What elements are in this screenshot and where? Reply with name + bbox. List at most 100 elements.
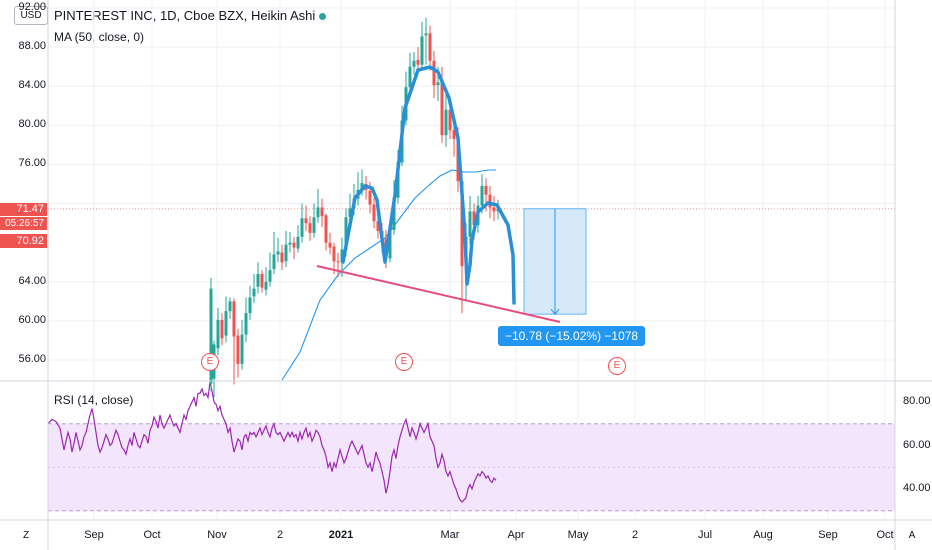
- candle-body: [444, 109, 448, 136]
- time-tick-label: Nov: [207, 529, 227, 541]
- candle-body: [216, 319, 220, 349]
- candle-body: [416, 59, 420, 65]
- candle-body: [488, 194, 492, 208]
- time-tick-label: Jul: [697, 529, 713, 541]
- candle-body: [388, 228, 392, 259]
- candle-body: [432, 60, 436, 86]
- rsi-tick-label: 80.00: [903, 395, 931, 407]
- candle-body: [392, 197, 396, 230]
- candle-body: [336, 261, 340, 263]
- time-tick-label: 2: [631, 529, 639, 541]
- candle-body: [492, 207, 496, 212]
- candle-body: [376, 221, 380, 231]
- candle-body: [272, 254, 276, 270]
- candle-body: [284, 244, 288, 262]
- price-tick-label: 60.00: [18, 313, 46, 326]
- candle-body: [372, 204, 376, 222]
- price-tick-label: 84.00: [18, 79, 46, 92]
- candle-body: [408, 66, 412, 88]
- trendline: [316, 265, 561, 323]
- last-price-tag: 71.47: [0, 203, 47, 216]
- candle-body: [344, 217, 348, 250]
- measure-label[interactable]: −10.78 (−15.02%) −1078: [498, 326, 646, 346]
- candle-body: [244, 313, 248, 335]
- candle-body: [324, 215, 328, 243]
- time-tick-label: Sep: [84, 529, 104, 541]
- candle-body: [292, 242, 296, 248]
- rsi-pane: [47, 382, 895, 512]
- time-tick-label: Oct: [143, 529, 161, 541]
- earnings-marker[interactable]: E: [395, 353, 413, 371]
- chart-title: PINTEREST INC, 1D, Cboe BZX, Heikin Ashi: [54, 8, 327, 23]
- measure-tool: [523, 208, 587, 315]
- candle-body: [328, 242, 332, 248]
- countdown-tag: 05:26:57: [0, 217, 47, 230]
- candle-body: [468, 211, 472, 237]
- measure-arrow-head: [550, 308, 560, 315]
- earnings-marker[interactable]: E: [608, 357, 626, 375]
- time-tick-label: Oct: [876, 529, 894, 541]
- candle-body: [268, 270, 272, 282]
- candle-body: [440, 82, 444, 136]
- time-tick-label: Sep: [818, 529, 838, 541]
- candle-body: [236, 335, 240, 364]
- candle-body: [228, 301, 232, 312]
- candle-body: [280, 252, 284, 263]
- candle-body: [252, 288, 256, 297]
- ma-polyline: [281, 169, 496, 381]
- price-tick-label: 92.00: [18, 1, 46, 13]
- candle-body: [484, 185, 488, 195]
- candle-body: [264, 281, 268, 290]
- candle-body: [360, 183, 364, 190]
- zoom-button[interactable]: Z: [22, 530, 30, 541]
- ma-line: [281, 169, 496, 381]
- time-tick-label: Apr: [507, 529, 525, 541]
- candle-body: [296, 236, 300, 249]
- rsi-band: [48, 423, 895, 511]
- candle-body: [248, 297, 252, 314]
- earnings-marker[interactable]: E: [201, 353, 219, 371]
- time-tick-label: Aug: [753, 529, 773, 541]
- candle-body: [332, 246, 336, 262]
- price-tick-label: 88.00: [18, 40, 46, 53]
- candle-body: [448, 109, 452, 131]
- candle-body: [340, 249, 344, 263]
- candle-body: [460, 181, 464, 267]
- candle-body: [348, 208, 352, 218]
- head-and-shoulders-pattern: [341, 65, 516, 305]
- candle-body: [412, 60, 416, 67]
- candle-body: [276, 251, 280, 255]
- candle-body: [232, 301, 236, 337]
- ma-price-tag: 70.92: [0, 234, 47, 248]
- candle-body: [288, 242, 292, 245]
- grid-lines: [48, 0, 895, 519]
- price-tick-label: 64.00: [18, 274, 46, 287]
- candle-body: [209, 288, 213, 384]
- price-tick-label: 80.00: [18, 118, 46, 131]
- price-tick-label: 56.00: [18, 353, 46, 365]
- ma-legend-label[interactable]: MA (50, close, 0): [54, 30, 145, 44]
- drawings: [316, 65, 561, 323]
- candle-body: [368, 190, 372, 205]
- candle-body: [480, 185, 484, 206]
- candle-body: [220, 319, 224, 339]
- candle-body: [300, 218, 304, 237]
- rsi-tick-label: 40.00: [903, 482, 931, 494]
- candle-body: [240, 334, 244, 364]
- auto-scale-button[interactable]: A: [908, 530, 916, 541]
- candle-body: [308, 223, 312, 233]
- time-tick-label: May: [567, 529, 589, 541]
- price-tick-label: 76.00: [18, 157, 46, 170]
- candle-body: [256, 273, 260, 287]
- time-tick-label: Mar: [440, 529, 460, 541]
- candle-body: [420, 36, 424, 65]
- market-status-dot: [319, 13, 327, 21]
- candle-body: [452, 130, 456, 140]
- time-tick-label: 2021: [328, 529, 354, 541]
- candle-body: [312, 217, 316, 233]
- candle-body: [304, 218, 308, 224]
- candle-body: [428, 33, 432, 61]
- candle-body: [316, 207, 320, 218]
